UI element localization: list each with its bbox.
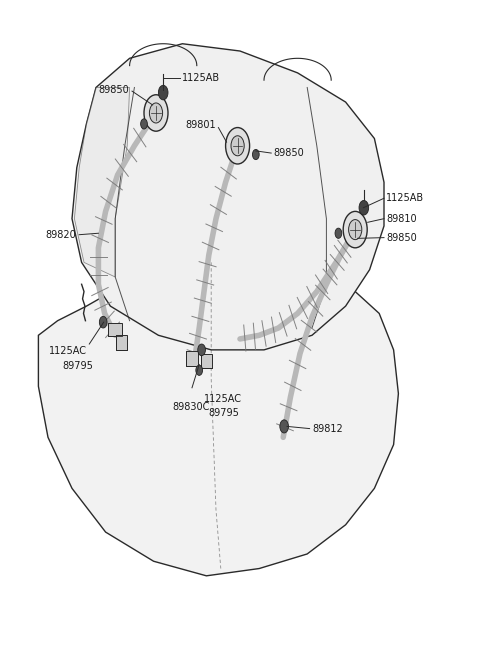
Circle shape: [226, 127, 250, 164]
Polygon shape: [74, 87, 130, 277]
Polygon shape: [72, 44, 384, 350]
Circle shape: [196, 365, 203, 375]
Circle shape: [252, 150, 259, 159]
Circle shape: [198, 344, 205, 356]
Text: 89830C: 89830C: [173, 402, 210, 413]
Circle shape: [335, 228, 342, 238]
Text: 89810: 89810: [386, 214, 417, 224]
Bar: [108, 323, 122, 336]
Circle shape: [348, 220, 362, 239]
Circle shape: [144, 94, 168, 131]
Text: 89820: 89820: [45, 230, 76, 239]
Circle shape: [99, 316, 107, 328]
Text: 89850: 89850: [98, 85, 129, 94]
Text: 89801: 89801: [185, 120, 216, 131]
Text: 89795: 89795: [63, 361, 94, 371]
Circle shape: [343, 211, 367, 248]
Circle shape: [141, 119, 147, 129]
Bar: [201, 354, 212, 368]
Circle shape: [280, 420, 288, 433]
Text: 89795: 89795: [209, 408, 240, 418]
Text: 1125AB: 1125AB: [386, 194, 424, 203]
Bar: [186, 352, 198, 366]
Circle shape: [158, 85, 168, 100]
Text: 89850: 89850: [273, 148, 304, 158]
Text: 1125AC: 1125AC: [204, 394, 242, 403]
Text: 1125AB: 1125AB: [182, 73, 220, 83]
Circle shape: [231, 136, 244, 155]
Text: 1125AC: 1125AC: [49, 346, 87, 356]
Circle shape: [149, 103, 163, 123]
Text: 89812: 89812: [312, 424, 343, 434]
Circle shape: [359, 201, 369, 215]
Bar: [116, 335, 127, 350]
Polygon shape: [38, 262, 398, 576]
Text: 89850: 89850: [386, 234, 417, 243]
